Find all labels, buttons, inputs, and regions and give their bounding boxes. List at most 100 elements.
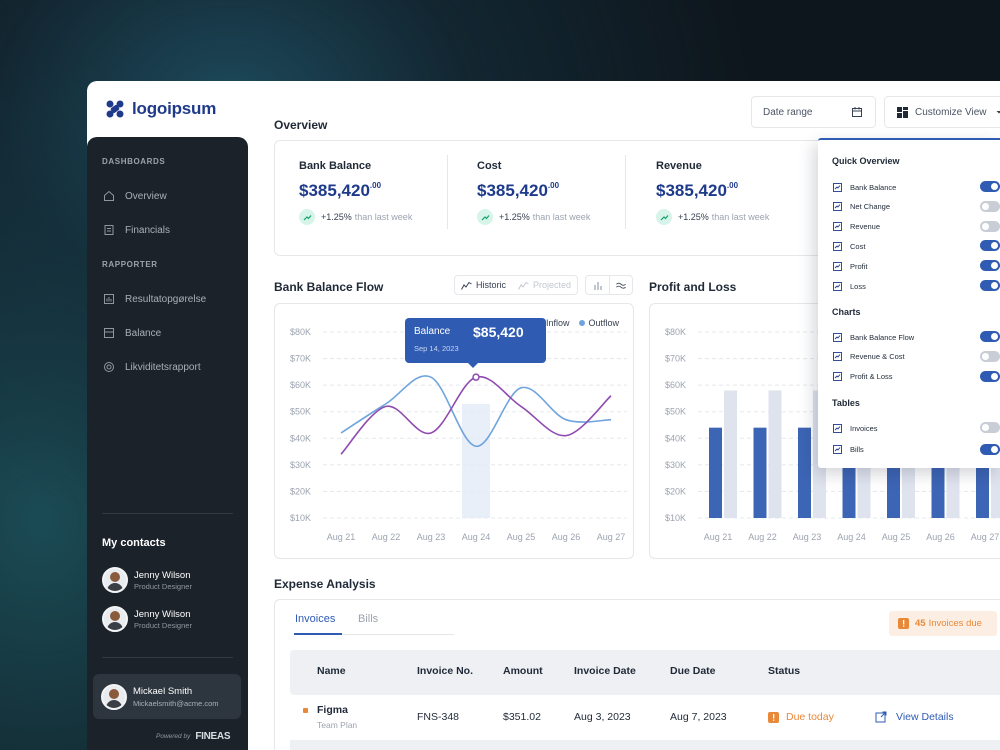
contact-item[interactable]: Jenny Wilson Product Designer [102, 606, 192, 632]
toggle-switch[interactable] [980, 181, 1000, 192]
quick-overview-item[interactable]: Revenue & Cost [832, 350, 1000, 364]
quick-overview-item[interactable]: Bills [832, 443, 1000, 457]
projected-toggle[interactable]: Projected [512, 276, 577, 294]
quick-overview-item[interactable]: Bank Balance Flow [832, 330, 1000, 344]
col-status[interactable]: Status [768, 665, 801, 677]
row-amount: $351.02 [503, 711, 541, 723]
highlight-point [472, 373, 480, 381]
bar [753, 427, 767, 518]
popup-section-title: Quick Overview [832, 156, 900, 166]
scale-icon [102, 326, 116, 340]
sidebar-panel: DASHBOARDS Overview Financials RAPPORTER… [87, 137, 248, 750]
tooltip-date: Sep 14, 2023 [414, 344, 459, 353]
customize-view-button[interactable]: Customize View [884, 96, 1000, 128]
sidebar-item-likviditetsrapport[interactable]: Likviditetsrapport [102, 360, 201, 374]
alert-icon [768, 711, 779, 723]
y-tick-label: $10K [665, 513, 686, 523]
legend-outflow: Outflow [578, 318, 619, 328]
x-tick-label: Aug 21 [327, 532, 356, 542]
x-tick-label: Aug 27 [597, 532, 626, 542]
divider [447, 155, 448, 229]
kpi-change-value: +1.25% [321, 212, 352, 222]
row-name: Figma [317, 704, 348, 716]
y-tick-label: $80K [290, 327, 311, 337]
trend-up-icon [477, 209, 493, 225]
bar [798, 427, 811, 518]
divider [102, 513, 233, 514]
wave-icon [616, 282, 626, 289]
bar-view-button[interactable] [586, 276, 609, 294]
wave-icon [832, 352, 842, 362]
tab-invoices[interactable]: Invoices [295, 613, 336, 625]
quick-overview-item[interactable]: Bank Balance [832, 180, 1000, 194]
quick-overview-label: Loss [850, 281, 866, 291]
quick-overview-item[interactable]: Net Change [832, 200, 1000, 214]
historic-toggle[interactable]: Historic [455, 276, 512, 294]
y-tick-label: $70K [290, 354, 311, 364]
quick-overview-item[interactable]: Revenue [832, 220, 1000, 234]
trend-down-icon [832, 281, 842, 291]
quick-overview-item[interactable]: Profit & Loss [832, 370, 1000, 384]
powered-label: Powered by [156, 733, 191, 740]
powered-brand: FINEAS [195, 731, 231, 742]
sidebar-item-overview[interactable]: Overview [102, 189, 167, 203]
toggle-switch[interactable] [980, 331, 1000, 342]
wave-view-button[interactable] [609, 276, 632, 294]
view-details-link[interactable]: View Details [875, 711, 954, 723]
logo[interactable]: logoipsum [87, 81, 248, 137]
invoices-due-badge[interactable]: 45 Invoices due [889, 611, 997, 636]
contacts-title: My contacts [102, 537, 166, 549]
sidebar-item-resultatopgorelse[interactable]: Resultatopgørelse [102, 292, 206, 306]
chart-tooltip: Balance $85,420 Sep 14, 2023 [405, 318, 546, 368]
user-profile[interactable]: Mickael Smith Mickaelsmith@acme.com [93, 674, 241, 719]
sidebar-item-balance[interactable]: Balance [102, 326, 161, 340]
bar [709, 427, 722, 518]
projected-label: Projected [533, 280, 572, 290]
customize-label: Customize View [915, 106, 987, 118]
toggle-switch[interactable] [980, 260, 1000, 272]
trend-up-icon [832, 372, 842, 382]
bank-flow-title: Bank Balance Flow [274, 280, 384, 294]
quick-overview-label: Profit [850, 261, 868, 271]
col-invoice-no[interactable]: Invoice No. [417, 665, 474, 677]
historic-projected-toggle: Historic Projected [454, 275, 578, 295]
kpi-label: Cost [477, 160, 502, 172]
highlight-column [462, 404, 490, 518]
toggle-switch[interactable] [980, 220, 1000, 232]
toggle-switch[interactable] [980, 350, 1000, 362]
col-due-date[interactable]: Due Date [670, 665, 716, 677]
toggle-switch[interactable] [980, 370, 1000, 382]
x-tick-label: Aug 27 [971, 532, 1000, 542]
kpi-change: +1.25% than last week [299, 209, 412, 225]
table-row[interactable]: Figma Team Plan FNS-348 $351.02 Aug 3, 2… [290, 695, 1000, 740]
tab-bills[interactable]: Bills [358, 613, 379, 625]
col-invoice-date[interactable]: Invoice Date [574, 665, 636, 677]
toggle-switch[interactable] [980, 443, 1000, 455]
toggle-switch[interactable] [980, 200, 1000, 212]
row-marker [303, 708, 308, 713]
x-tick-label: Aug 24 [837, 532, 866, 542]
y-tick-label: $10K [290, 513, 311, 523]
quick-overview-item[interactable]: Cost [832, 239, 1000, 253]
toggle-switch[interactable] [980, 280, 1000, 291]
popup-section-title: Tables [832, 398, 860, 408]
y-tick-label: $50K [665, 407, 686, 417]
date-range-picker[interactable]: Date range [751, 96, 876, 128]
contact-role: Product Designer [134, 620, 192, 630]
toggle-switch[interactable] [980, 422, 1000, 433]
expense-title: Expense Analysis [274, 577, 376, 591]
contact-role: Product Designer [134, 581, 192, 591]
tab-indicator [294, 633, 342, 635]
toggle-switch[interactable] [980, 240, 1000, 252]
quick-overview-item[interactable]: Profit [832, 259, 1000, 273]
col-name[interactable]: Name [317, 665, 346, 677]
contact-item[interactable]: Jenny Wilson Product Designer [102, 567, 192, 593]
quick-overview-label: Bills [850, 445, 864, 454]
quick-overview-item[interactable]: Loss [832, 279, 1000, 293]
y-tick-label: $20K [290, 486, 311, 496]
col-amount[interactable]: Amount [503, 665, 543, 677]
sidebar-item-financials[interactable]: Financials [102, 223, 170, 237]
quick-overview-item[interactable]: Invoices [832, 421, 1000, 435]
x-tick-label: Aug 23 [793, 532, 822, 542]
overview-card: Bank Balance $385,420.00 +1.25% than las… [274, 140, 834, 256]
